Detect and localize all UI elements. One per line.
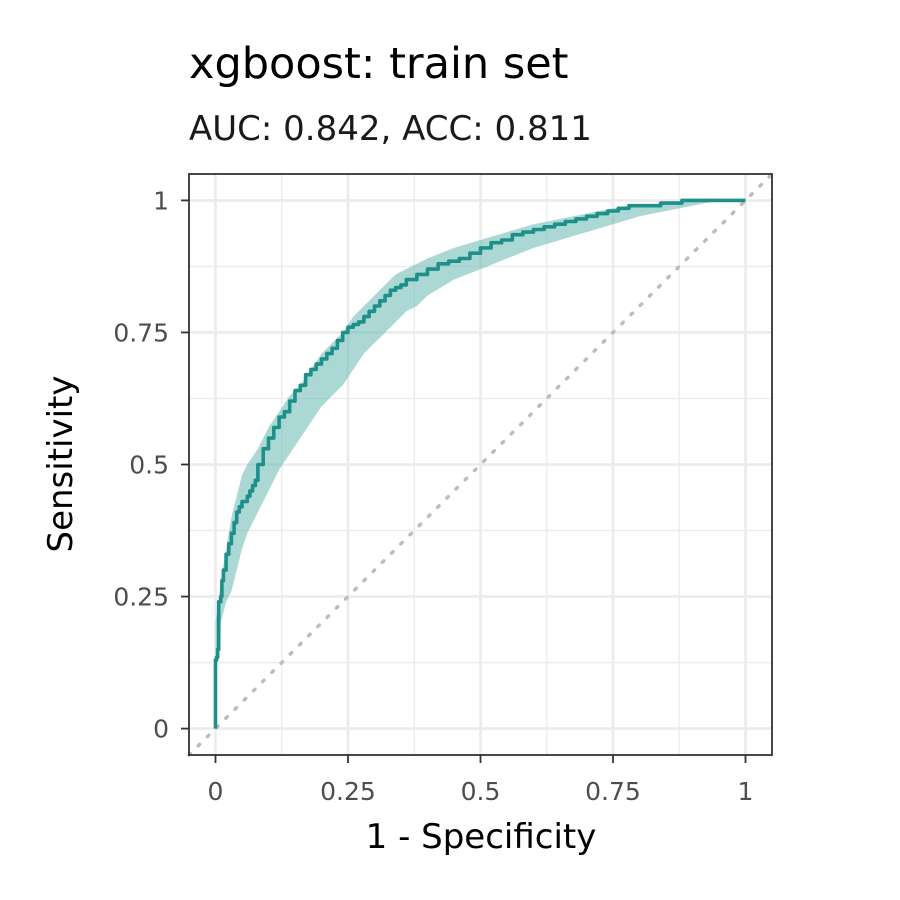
x-tick-label: 1 <box>738 777 754 806</box>
y-tick-label: 1 <box>153 186 169 215</box>
x-tick-label: 0.5 <box>461 777 501 806</box>
y-axis-title: Sensitivity <box>41 375 81 552</box>
chart-subtitle: AUC: 0.842, ACC: 0.811 <box>189 109 592 149</box>
axes: 0 0.25 0.5 0.75 1 0 0.25 0.5 0.75 1 <box>113 186 753 806</box>
y-tick-label: 0.5 <box>129 451 169 480</box>
roc-curve-layer <box>213 198 746 729</box>
roc-curve-line <box>213 198 746 729</box>
y-tick-label: 0.75 <box>113 318 169 347</box>
x-tick-label: 0.25 <box>320 777 376 806</box>
chart-title: xgboost: train set <box>189 39 569 89</box>
x-axis-title: 1 - Specificity <box>366 817 597 857</box>
y-tick-label: 0.25 <box>113 583 169 612</box>
x-tick-label: 0 <box>208 777 224 806</box>
x-tick-label: 0.75 <box>585 777 641 806</box>
y-tick-label: 0 <box>153 715 169 744</box>
